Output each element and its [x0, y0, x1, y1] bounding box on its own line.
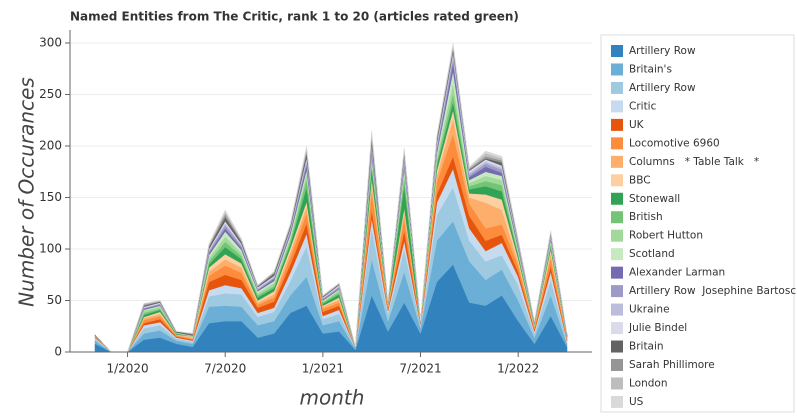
legend-label: Ukraine	[629, 304, 670, 316]
legend-swatch	[611, 248, 623, 261]
legend-label: Britain's	[629, 63, 672, 75]
legend-swatch	[611, 100, 623, 113]
y-tick-label: 250	[39, 87, 62, 101]
legend-swatch	[611, 285, 623, 298]
legend-swatch	[611, 45, 623, 57]
y-tick-label: 200	[39, 139, 62, 153]
legend-label: Alexander Larman	[629, 267, 725, 279]
y-axis-label: Number of Occurances	[15, 77, 39, 307]
legend-label: Locomotive 6960	[629, 137, 720, 149]
chart-title: Named Entities from The Critic, rank 1 t…	[70, 10, 519, 24]
legend-label: Sarah Phillimore	[629, 359, 715, 371]
legend-swatch	[611, 174, 623, 187]
legend-swatch	[611, 211, 623, 224]
legend-swatch	[611, 155, 623, 168]
y-tick-label: 300	[39, 36, 62, 50]
x-tick-label: 1/2020	[106, 362, 148, 376]
legend-swatch	[611, 266, 623, 279]
legend-swatch	[611, 81, 623, 94]
legend-label: Scotland	[629, 248, 675, 260]
x-tick-label: 1/2022	[497, 362, 539, 376]
y-tick-label: 50	[47, 293, 62, 307]
legend-swatch	[611, 322, 623, 335]
legend-label: Robert Hutton	[629, 230, 703, 242]
y-tick-label: 0	[54, 345, 62, 359]
legend-label: Julie Bindel	[628, 322, 687, 334]
legend-swatch	[611, 358, 623, 371]
legend-label: Britain	[629, 341, 664, 353]
legend-swatch	[611, 137, 623, 150]
legend-swatch	[611, 63, 623, 76]
plot	[70, 42, 592, 353]
legend-swatch	[611, 303, 623, 316]
legend-swatch	[611, 340, 623, 353]
x-tick-label: 7/2020	[204, 362, 246, 376]
legend-label: Artillery Row Josephine Bartosch	[629, 285, 797, 297]
legend-swatch	[611, 395, 623, 408]
legend-swatch	[611, 229, 623, 242]
legend-label: Stonewall	[629, 193, 680, 205]
area	[94, 42, 568, 353]
legend-label: BBC	[629, 174, 651, 186]
legend-swatch	[611, 192, 623, 205]
x-axis-label: month	[300, 386, 365, 410]
legend-swatch	[611, 377, 623, 390]
x-tick-label: 1/2021	[302, 362, 344, 376]
legend-label: Artillery Row	[629, 82, 696, 94]
legend-box	[600, 34, 795, 413]
legend-label: British	[629, 211, 663, 223]
legend-label: Columns * Table Talk *	[629, 156, 759, 168]
y-tick-label: 150	[39, 190, 62, 204]
y-tick-label: 100	[39, 242, 62, 256]
legend-label: UK	[629, 119, 645, 131]
legend-label: London	[629, 377, 668, 389]
legend-label: Critic	[629, 100, 657, 112]
legend-swatch	[611, 118, 623, 131]
legend-label: Artillery Row	[629, 45, 696, 57]
legend-label: US	[629, 396, 644, 408]
x-tick-label: 7/2021	[399, 362, 441, 376]
